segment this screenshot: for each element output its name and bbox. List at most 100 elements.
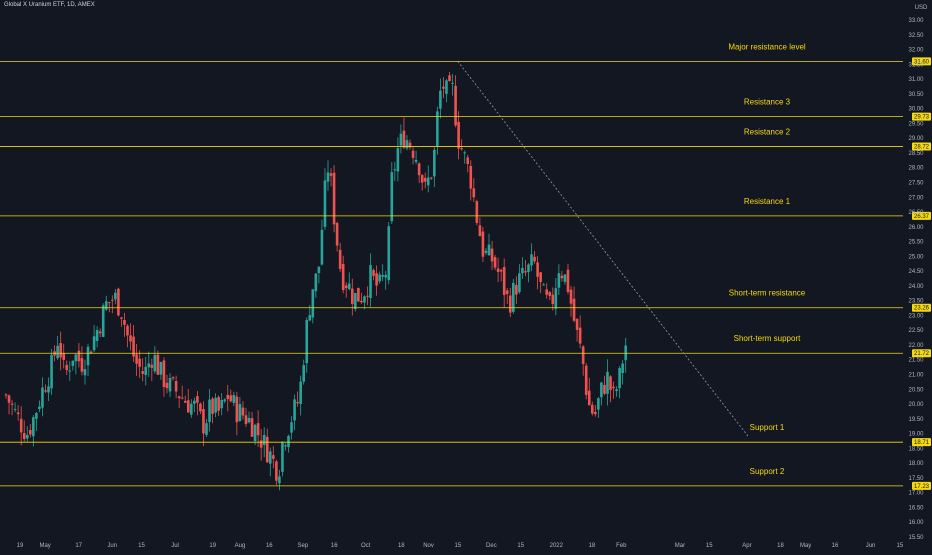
candle-body: [16, 412, 20, 415]
candle-body: [183, 400, 187, 403]
level-price-label: 26.37: [914, 214, 930, 220]
candle-body: [326, 172, 330, 182]
x-tick-label: 18: [589, 543, 596, 549]
candles-group: [4, 71, 628, 491]
x-axis[interactable]: 19 May 17 Jun 15 Jul 19 Aug 16 Sep 16 Oct 18 Nov 15 Dec…: [17, 543, 904, 549]
candle-body: [469, 165, 473, 189]
y-tick-label: 21.50: [908, 358, 924, 364]
candle-body: [387, 226, 391, 281]
level-price-tag: [912, 438, 931, 447]
y-tick-label: 25.00: [908, 254, 924, 260]
candle-body: [621, 363, 624, 374]
candle-body: [86, 346, 90, 366]
candle-body: [104, 301, 108, 310]
candle-body: [323, 180, 327, 227]
candle-body: [268, 451, 272, 464]
candle-body: [566, 269, 570, 292]
candle-body: [524, 271, 527, 273]
candle-body: [126, 325, 129, 336]
candle-body: [563, 274, 567, 282]
candle-body: [29, 429, 32, 435]
x-tick-label: 15: [455, 543, 462, 549]
candle-body: [490, 248, 494, 262]
candle-body: [253, 424, 257, 441]
candle-body: [241, 407, 245, 416]
candle-body: [369, 265, 372, 298]
x-tick-label: 16: [266, 543, 273, 549]
candle-body: [144, 366, 148, 376]
candle-body: [156, 354, 160, 375]
candle-body: [527, 264, 530, 273]
candle-body: [50, 354, 53, 389]
candle-body: [171, 377, 175, 379]
y-tick-label: 30.00: [908, 107, 924, 113]
candle-body: [381, 274, 384, 277]
level-annotation: Support 1: [750, 423, 785, 432]
x-tick-label: 19: [209, 543, 216, 549]
candle-body: [205, 423, 208, 435]
x-tick-label: 15: [706, 543, 713, 549]
y-tick-label: 19.00: [908, 432, 924, 438]
x-tick-label: Mar: [675, 543, 685, 549]
candle-body: [463, 152, 467, 154]
level-annotation: Resistance 2: [744, 127, 791, 136]
y-tick-label: 28.00: [908, 166, 924, 172]
candle-body: [217, 397, 220, 411]
candle-body: [600, 382, 603, 398]
candle-body: [354, 293, 357, 310]
candle-body: [275, 461, 278, 481]
candle-body: [120, 317, 123, 319]
x-tick-label: Apr: [742, 543, 751, 549]
candle-body: [512, 282, 515, 312]
candle-body: [177, 396, 181, 399]
y-tick-label: 16.00: [908, 520, 924, 526]
x-tick-label: Oct: [361, 543, 371, 549]
candle-body: [542, 284, 545, 286]
candle-body: [396, 148, 400, 172]
y-tick-label: 24.50: [908, 269, 924, 275]
candle-body: [13, 408, 17, 410]
candle-body: [612, 386, 615, 389]
candle-body: [186, 400, 190, 413]
x-tick-label: Aug: [235, 543, 246, 549]
candle-body: [22, 433, 26, 440]
candle-body: [399, 133, 403, 146]
candle-body: [557, 273, 561, 288]
candle-body: [481, 231, 485, 257]
candle-body: [259, 440, 263, 448]
candle-body: [244, 415, 248, 424]
y-tick-label: 18.50: [908, 446, 924, 452]
y-tick-label: 33.00: [908, 18, 924, 24]
x-tick-label: Dec: [486, 543, 497, 549]
x-tick-label: May: [39, 543, 50, 549]
candle-body: [533, 256, 536, 262]
trendline-group: [457, 61, 749, 437]
candle-body: [165, 382, 169, 389]
level-price-label: 29.73: [914, 115, 930, 121]
candle-body: [80, 358, 84, 372]
x-tick-label: Feb: [616, 543, 627, 549]
candle-body: [320, 229, 324, 265]
chart-title: Global X Uranium ETF, 1D, AMEX: [4, 2, 95, 8]
candle-body: [487, 244, 491, 256]
candle-body: [390, 172, 394, 222]
candle-body: [89, 351, 93, 354]
candle-body: [590, 404, 594, 414]
level-price-label: 21.72: [914, 351, 930, 357]
level-price-tag: [912, 142, 931, 151]
y-tick-label: 22.50: [908, 328, 924, 334]
candle-body: [578, 327, 582, 344]
y-tick-label: 19.50: [908, 417, 924, 423]
candle-body: [505, 290, 509, 294]
candle-body: [466, 157, 470, 165]
candle-body: [77, 350, 81, 362]
x-tick-label: 15: [517, 543, 524, 549]
y-tick-label: 16.50: [908, 505, 924, 511]
candle-body: [332, 172, 336, 225]
candle-body: [290, 422, 293, 433]
candle-body: [250, 418, 254, 437]
level-price-label: 31.60: [914, 59, 930, 65]
y-axis[interactable]: USD 33.00 32.50 32.00 31.50 31.00 30.50 30.00 29…: [908, 5, 928, 541]
trendline[interactable]: [457, 61, 749, 437]
